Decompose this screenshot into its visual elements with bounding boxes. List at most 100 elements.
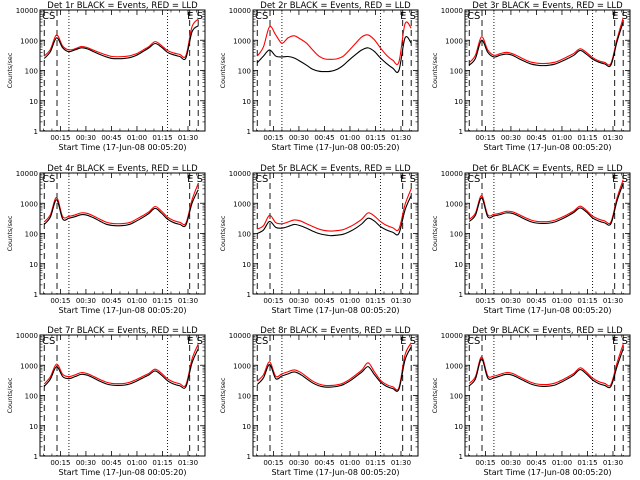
x-tick-label: 01:30 bbox=[391, 134, 411, 142]
y-axis-label: Counts/sec bbox=[6, 377, 14, 413]
x-tick-label: 00:15 bbox=[475, 134, 495, 142]
y-tick-label: 100 bbox=[25, 393, 38, 401]
panel-title: Det 3r BLACK = Events, RED = LLD bbox=[472, 1, 623, 11]
y-tick-label: 1 bbox=[459, 291, 463, 299]
y-tick-label: 10 bbox=[454, 423, 463, 431]
x-axis-label: Start Time (17-Jun-08 00:05:20) bbox=[484, 143, 612, 152]
series-line-lld-red bbox=[468, 343, 624, 387]
y-tick-label: 10 bbox=[29, 261, 38, 269]
x-tick-label: 00:30 bbox=[501, 459, 521, 467]
x-tick-label: 01:30 bbox=[603, 459, 623, 467]
y-tick-label: 1000 bbox=[445, 37, 463, 45]
series-line-events-black bbox=[43, 25, 199, 61]
panel-title: Det 2r BLACK = Events, RED = LLD bbox=[260, 1, 411, 11]
y-tick-label: 10 bbox=[242, 423, 251, 431]
corner-label-right: E S bbox=[187, 336, 203, 347]
x-tick-label: 00:45 bbox=[101, 134, 121, 142]
corner-label-right: E S bbox=[612, 174, 628, 185]
corner-label-left: CS bbox=[255, 11, 268, 22]
corner-label-left: CS bbox=[467, 11, 480, 22]
y-tick-label: 10000 bbox=[441, 170, 463, 178]
x-tick-label: 00:15 bbox=[263, 459, 283, 467]
y-tick-label: 1000 bbox=[233, 362, 251, 370]
y-tick-label: 10 bbox=[454, 261, 463, 269]
y-tick-label: 1 bbox=[247, 453, 251, 461]
x-tick-label: 01:30 bbox=[178, 459, 198, 467]
x-tick-label: 00:45 bbox=[314, 459, 334, 467]
y-tick-label: 10 bbox=[242, 261, 251, 269]
x-tick-label: 01:15 bbox=[152, 459, 172, 467]
y-tick-label: 1 bbox=[34, 453, 38, 461]
plot-frame bbox=[252, 334, 419, 457]
panel-title: Det 8r BLACK = Events, RED = LLD bbox=[260, 326, 411, 336]
y-tick-label: 10000 bbox=[229, 170, 251, 178]
y-tick-label: 100 bbox=[238, 231, 251, 239]
y-tick-label: 100 bbox=[450, 393, 463, 401]
plot-frame bbox=[464, 334, 631, 457]
y-tick-label: 1 bbox=[459, 453, 463, 461]
plot-frame bbox=[464, 172, 631, 295]
series-line-events-black bbox=[43, 348, 199, 389]
x-tick-label: 00:30 bbox=[289, 459, 309, 467]
x-tick-label: 01:15 bbox=[152, 134, 172, 142]
x-tick-label: 00:30 bbox=[76, 297, 96, 305]
panel-title: Det 6r BLACK = Events, RED = LLD bbox=[472, 164, 623, 174]
x-axis-label: Start Time (17-Jun-08 00:05:20) bbox=[59, 306, 187, 315]
x-tick-label: 01:00 bbox=[340, 459, 360, 467]
panel-title: Det 9r BLACK = Events, RED = LLD bbox=[472, 326, 623, 336]
y-tick-label: 1000 bbox=[445, 362, 463, 370]
x-tick-label: 00:15 bbox=[475, 459, 495, 467]
y-tick-label: 100 bbox=[450, 231, 463, 239]
y-axis-label: Counts/sec bbox=[219, 52, 227, 88]
panel-title: Det 5r BLACK = Events, RED = LLD bbox=[260, 164, 411, 174]
x-axis-label: Start Time (17-Jun-08 00:05:20) bbox=[272, 306, 400, 315]
x-tick-label: 01:00 bbox=[340, 297, 360, 305]
y-tick-label: 10000 bbox=[441, 7, 463, 15]
corner-label-left: CS bbox=[42, 11, 55, 22]
y-tick-label: 1000 bbox=[20, 362, 38, 370]
y-tick-label: 10 bbox=[454, 98, 463, 106]
y-axis-label: Counts/sec bbox=[431, 52, 439, 88]
x-axis-label: Start Time (17-Jun-08 00:05:20) bbox=[484, 306, 612, 315]
corner-label-left: CS bbox=[42, 336, 55, 347]
x-tick-label: 00:30 bbox=[501, 297, 521, 305]
y-tick-label: 1000 bbox=[20, 200, 38, 208]
x-tick-label: 00:45 bbox=[314, 297, 334, 305]
plot-frame bbox=[464, 9, 631, 132]
x-tick-label: 00:15 bbox=[475, 297, 495, 305]
x-tick-label: 00:45 bbox=[101, 297, 121, 305]
corner-label-left: CS bbox=[467, 174, 480, 185]
x-tick-label: 00:15 bbox=[50, 459, 70, 467]
x-axis-label: Start Time (17-Jun-08 00:05:20) bbox=[59, 143, 187, 152]
y-axis-label: Counts/sec bbox=[219, 215, 227, 251]
x-tick-label: 00:30 bbox=[76, 134, 96, 142]
corner-label-right: E S bbox=[187, 174, 203, 185]
y-tick-label: 10000 bbox=[441, 332, 463, 340]
series-line-lld-red bbox=[256, 188, 412, 232]
y-tick-label: 10000 bbox=[229, 332, 251, 340]
y-tick-label: 1000 bbox=[233, 37, 251, 45]
x-tick-label: 00:45 bbox=[526, 459, 546, 467]
y-axis-label: Counts/sec bbox=[6, 52, 14, 88]
corner-label-right: E S bbox=[400, 336, 416, 347]
y-tick-label: 10 bbox=[29, 98, 38, 106]
x-tick-label: 01:15 bbox=[365, 297, 385, 305]
series-line-lld-red bbox=[256, 342, 412, 391]
x-tick-label: 00:30 bbox=[289, 134, 309, 142]
series-line-events-black bbox=[256, 36, 412, 73]
x-tick-label: 00:45 bbox=[314, 134, 334, 142]
y-tick-label: 100 bbox=[25, 68, 38, 76]
x-tick-label: 01:00 bbox=[552, 297, 572, 305]
plot-frame bbox=[39, 9, 206, 132]
x-tick-label: 01:00 bbox=[127, 134, 147, 142]
x-tick-label: 01:30 bbox=[603, 297, 623, 305]
corner-label-right: E S bbox=[187, 11, 203, 22]
x-tick-label: 01:00 bbox=[552, 459, 572, 467]
y-tick-label: 10 bbox=[242, 98, 251, 106]
